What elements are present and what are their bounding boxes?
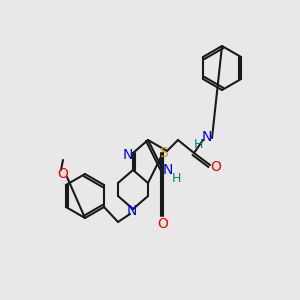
Text: O: O [58, 167, 68, 181]
Text: N: N [123, 148, 133, 162]
Text: N: N [127, 204, 137, 218]
Text: H: H [171, 172, 181, 184]
Text: N: N [163, 163, 173, 177]
Text: S: S [159, 146, 167, 160]
Text: O: O [158, 217, 168, 231]
Text: O: O [211, 160, 221, 174]
Text: N: N [202, 130, 212, 144]
Text: H: H [193, 139, 203, 152]
